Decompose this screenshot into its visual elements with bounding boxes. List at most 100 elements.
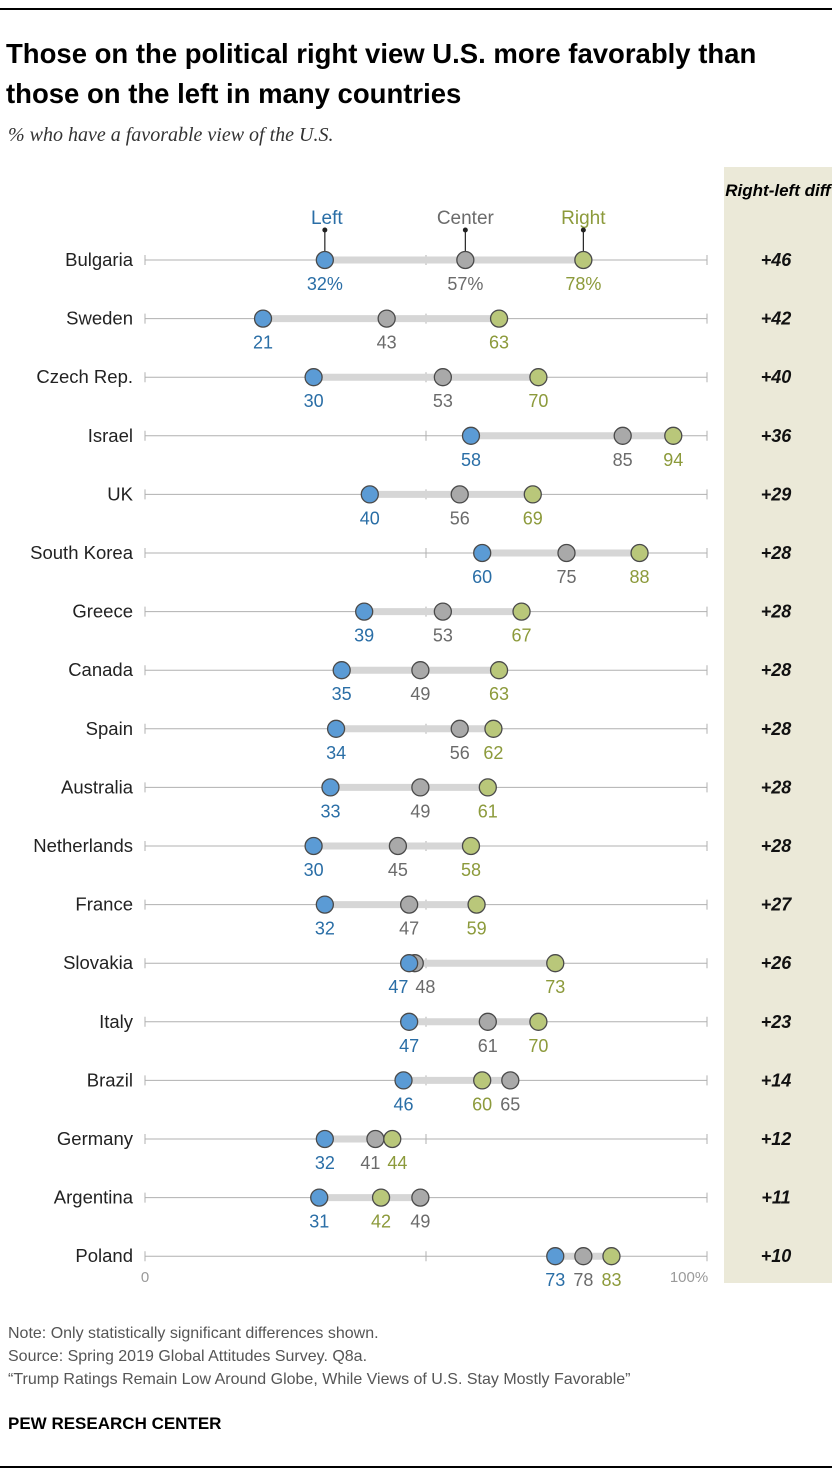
diff-header: Right-left diff <box>725 181 831 200</box>
center-dot <box>501 1071 520 1090</box>
left-dot <box>399 1012 419 1031</box>
center-value-label: 56 <box>450 743 470 763</box>
notes: Note: Only statistically significant dif… <box>8 1322 630 1391</box>
left-dot <box>315 1129 334 1149</box>
right-value-label: 67 <box>512 626 532 646</box>
top-rule <box>0 8 832 10</box>
country-label: Italy <box>99 1011 134 1032</box>
right-dot <box>529 368 548 387</box>
country-label: Slovakia <box>63 952 134 973</box>
diff-value: +28 <box>761 602 792 622</box>
chart-title: Those on the political right view U.S. m… <box>6 38 757 109</box>
left-value-label: 32 <box>315 919 335 939</box>
diff-value: +11 <box>761 1188 790 1208</box>
center-value-label: 53 <box>433 391 453 411</box>
diff-value: +28 <box>761 719 792 739</box>
left-dot <box>304 368 323 387</box>
center-value-label: 48 <box>415 977 435 997</box>
center-value-label: 75 <box>556 567 576 587</box>
country-label: Germany <box>57 1128 134 1149</box>
left-value-label: 47 <box>399 1036 419 1056</box>
legend-left-leader-dot <box>322 227 328 233</box>
center-dot <box>411 778 430 797</box>
country-label: Argentina <box>54 1187 134 1208</box>
chart-row-spain: Spain 34 56 62 +28 <box>86 718 792 763</box>
chart-row-slovakia: Slovakia 47 48 73 +26 <box>63 952 792 997</box>
chart-row-france: France 32 47 59 +27 <box>75 894 792 939</box>
right-value-label: 70 <box>528 1036 548 1056</box>
left-value-label: 31 <box>309 1212 329 1232</box>
left-value-label: 60 <box>472 567 492 587</box>
left-value-label: 30 <box>304 391 324 411</box>
center-dot <box>450 485 469 504</box>
center-dot <box>388 836 408 856</box>
diff-value: +28 <box>761 660 792 680</box>
country-label: France <box>75 894 133 915</box>
chart-row-poland: Poland 73 78 83 +10 <box>75 1245 791 1290</box>
center-value-label: 49 <box>410 801 430 821</box>
left-dot <box>315 250 334 270</box>
left-dot <box>253 309 273 328</box>
right-dot <box>512 602 531 621</box>
x-axis: 0 100% <box>141 1269 708 1286</box>
center-value-label: 49 <box>410 684 430 704</box>
right-dot <box>467 895 486 914</box>
legend-center-leader-dot <box>462 227 468 233</box>
right-dot <box>371 1188 391 1207</box>
center-dot <box>399 895 419 914</box>
center-value-label: 61 <box>478 1036 498 1056</box>
left-value-label: 34 <box>326 743 346 763</box>
right-value-label: 58 <box>461 860 481 880</box>
right-value-label: 69 <box>523 508 543 528</box>
right-value-label: 44 <box>387 1153 407 1173</box>
diff-value: +26 <box>761 953 793 973</box>
left-value-label: 33 <box>320 801 340 821</box>
country-label: UK <box>107 483 133 504</box>
center-dot <box>433 368 453 387</box>
center-dot <box>366 1129 385 1149</box>
left-dot <box>461 426 481 445</box>
right-dot <box>602 1247 621 1266</box>
country-label: Czech Rep. <box>36 366 133 387</box>
country-label: Israel <box>88 425 133 446</box>
center-dot <box>377 309 396 328</box>
left-dot <box>355 602 374 621</box>
left-dot <box>399 954 419 973</box>
center-value-label: 47 <box>399 919 419 939</box>
left-dot <box>546 1247 565 1266</box>
left-value-label: 46 <box>394 1094 414 1114</box>
left-value-label: 39 <box>354 626 374 646</box>
right-value-label: 59 <box>467 919 487 939</box>
center-dot <box>411 661 430 680</box>
country-label: Canada <box>68 659 134 680</box>
source-text: Source: Spring 2019 Global Attitudes Sur… <box>8 1348 368 1365</box>
diff-value: +23 <box>761 1012 792 1032</box>
note-text: Note: Only statistically significant dif… <box>8 1325 379 1342</box>
right-dot <box>473 1071 492 1090</box>
center-dot <box>478 1012 497 1031</box>
center-value-label: 45 <box>388 860 408 880</box>
right-dot <box>529 1012 548 1031</box>
diff-value: +12 <box>761 1129 792 1149</box>
chart-row-australia: Australia 33 49 61 +28 <box>61 776 791 821</box>
chart-row-sweden: Sweden 21 43 63 +42 <box>66 308 791 353</box>
right-dot <box>489 309 509 328</box>
right-value-label: 63 <box>489 684 509 704</box>
legend-right-label: Right <box>561 208 606 229</box>
chart-row-czech-rep-: Czech Rep. 30 53 70 +40 <box>36 366 791 411</box>
diff-value: +40 <box>761 367 792 387</box>
right-value-label: 83 <box>601 1270 621 1290</box>
left-value-label: 32 <box>315 1153 335 1173</box>
diff-panel <box>724 167 832 1283</box>
country-label: Spain <box>86 718 133 739</box>
center-value-label: 85 <box>613 450 633 470</box>
center-dot <box>433 602 453 621</box>
chart-row-canada: Canada 35 49 63 +28 <box>68 659 791 704</box>
right-value-label: 63 <box>489 333 509 353</box>
center-value-label: 65 <box>500 1094 520 1114</box>
left-value-label: 40 <box>360 508 380 528</box>
center-dot <box>456 250 475 270</box>
country-label: Australia <box>61 776 134 797</box>
center-value-label: 53 <box>433 626 453 646</box>
right-dot <box>574 250 593 270</box>
